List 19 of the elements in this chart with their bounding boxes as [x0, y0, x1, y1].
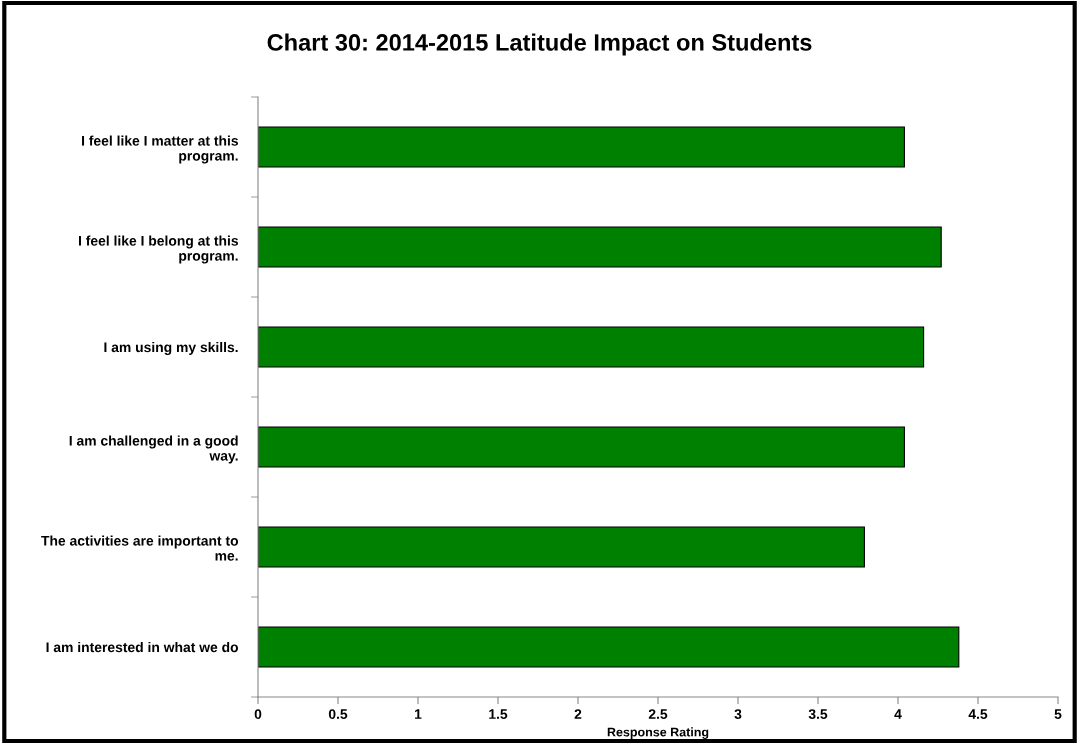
- x-axis-title: Response Rating: [607, 727, 709, 740]
- x-tick-label: 3: [734, 709, 742, 720]
- x-tick-label: 0.5: [328, 709, 348, 720]
- x-tick-label: 5: [1054, 709, 1062, 720]
- x-tick-label: 2.5: [648, 709, 668, 720]
- x-tick-label: 4: [894, 709, 902, 719]
- y-tick-label: I am challenged in a good way.: [69, 435, 238, 464]
- y-tick-label: I feel like I belong at this program.: [78, 235, 238, 264]
- y-tick-label: I feel like I matter at this program.: [82, 135, 238, 164]
- x-tick-label: 2: [574, 709, 582, 719]
- x-tick-label: 3.5: [808, 709, 828, 720]
- x-tick-label: 1: [415, 709, 422, 719]
- x-tick-label: 1.5: [489, 709, 508, 720]
- chart-title: Chart 30: 2014-2015 Latitude Impact on Students: [267, 33, 812, 56]
- y-tick-label: I am using my skills.: [104, 341, 238, 355]
- y-tick-label: The activities are important to me.: [41, 535, 239, 561]
- y-tick-label: I am interested in what we do: [46, 641, 239, 653]
- x-tick-label: 4.5: [968, 709, 988, 720]
- x-tick-label: 0: [254, 709, 262, 720]
